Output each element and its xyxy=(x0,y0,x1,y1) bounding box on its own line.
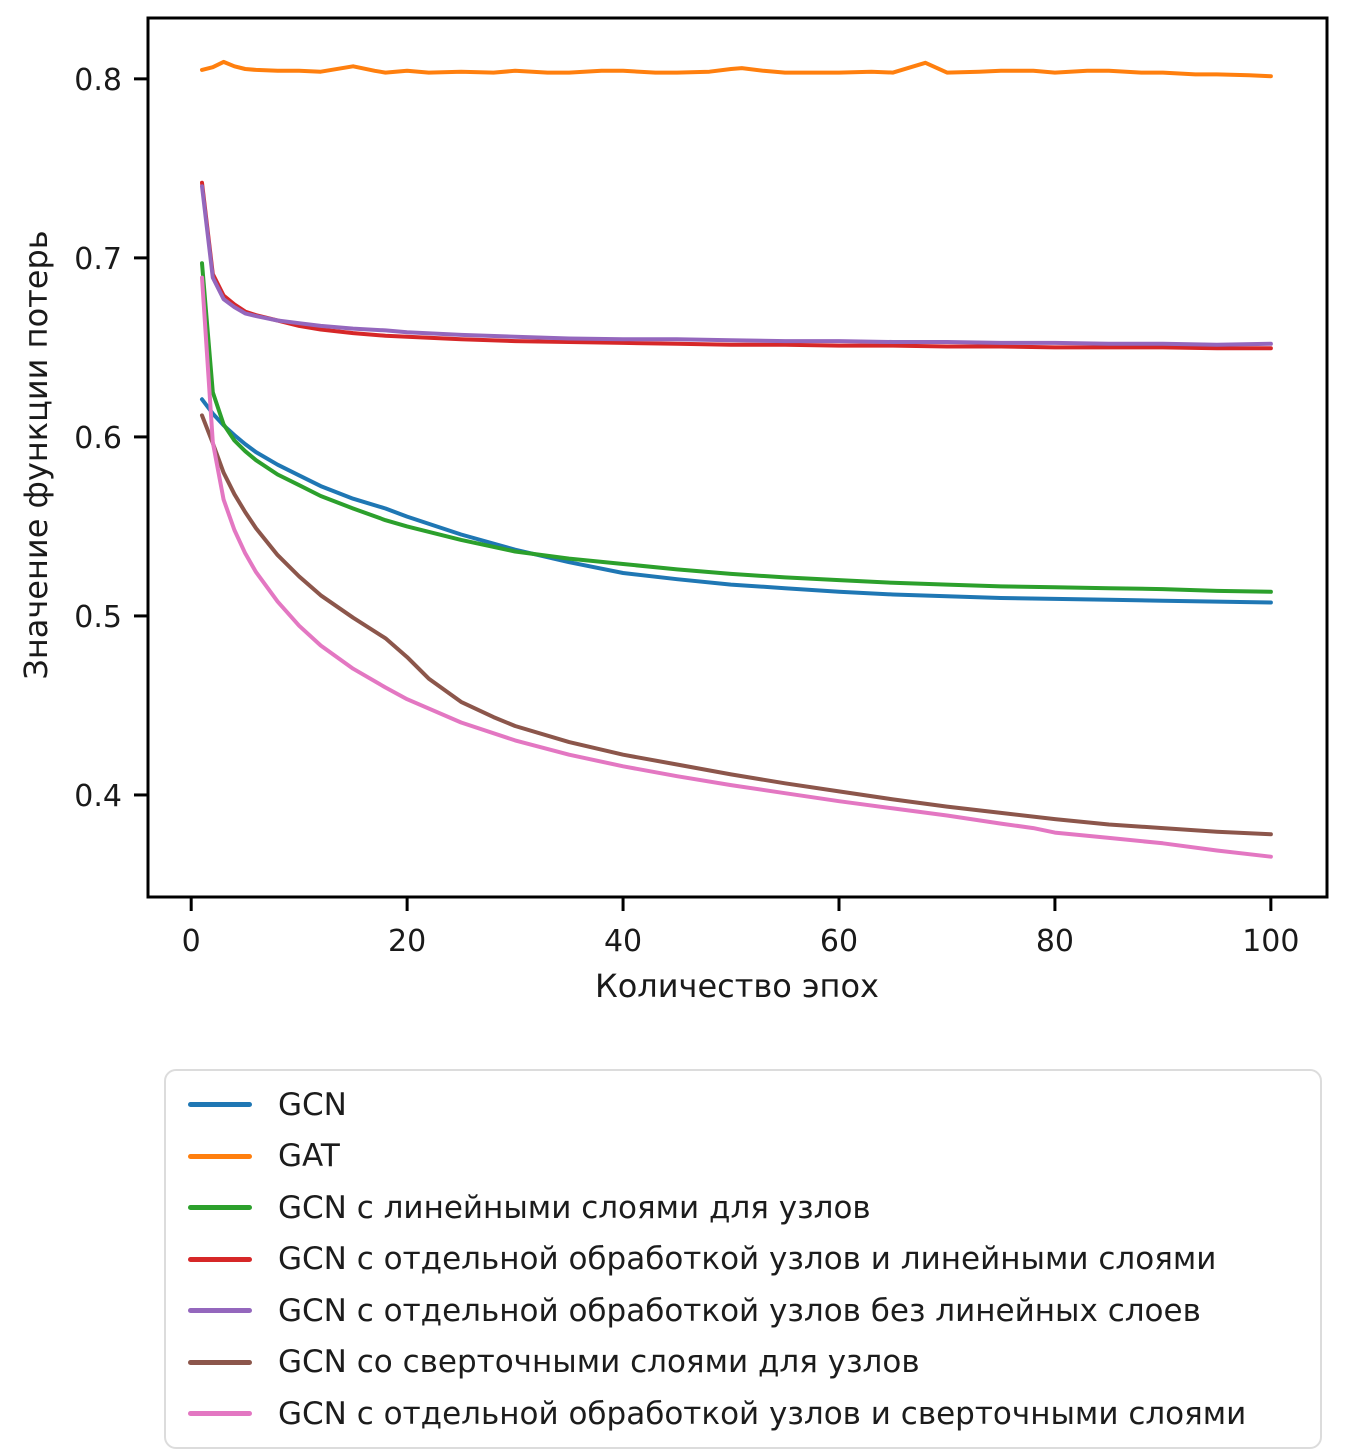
x-tick-label: 80 xyxy=(1036,924,1074,959)
legend-line-swatch xyxy=(188,1205,252,1210)
series-line xyxy=(200,397,1273,605)
series-line xyxy=(200,184,1273,347)
legend-line-swatch xyxy=(188,1308,252,1313)
legend: GCN GAT GCN с линейными слоями для узлов GC… xyxy=(164,1069,1322,1449)
y-axis-label: Значение функции потерь xyxy=(17,230,55,680)
x-tick-label: 20 xyxy=(388,924,426,959)
series-line xyxy=(200,275,1273,859)
legend-label: GCN со сверточными слоями для узлов xyxy=(278,1344,920,1380)
x-tick-label: 60 xyxy=(820,924,858,959)
legend-label: GAT xyxy=(278,1138,340,1174)
series-line xyxy=(200,261,1273,594)
legend-item: GCN с линейными слоями для узлов xyxy=(166,1190,1320,1226)
series-line xyxy=(200,59,1273,79)
legend-label: GCN с линейными слоями для узлов xyxy=(278,1189,871,1226)
legend-item: GCN со сверточными слоями для узлов xyxy=(166,1344,1320,1380)
y-tick-label: 0.7 xyxy=(74,242,122,277)
legend-line-swatch xyxy=(188,1256,252,1262)
legend-label: GCN с отдельной обработкой узлов без лин… xyxy=(278,1292,1201,1329)
plot-spines xyxy=(146,16,1329,899)
x-tick-label: 40 xyxy=(604,924,642,959)
y-tick-label: 0.6 xyxy=(74,421,122,456)
legend-line-swatch xyxy=(188,1102,252,1107)
y-tick-label: 0.8 xyxy=(74,63,122,98)
legend-item: GCN с отдельной обработкой узлов без лин… xyxy=(166,1293,1320,1329)
legend-line-swatch xyxy=(188,1411,252,1416)
legend-item: GCN с отдельной обработкой узлов и линей… xyxy=(166,1241,1320,1277)
x-tick-label: 100 xyxy=(1242,924,1299,959)
y-tick-label: 0.4 xyxy=(74,779,122,814)
loss-chart: 0 20 40 60 80 100 0.4 0.5 0.6 0.7 0.8 xyxy=(74,16,1329,959)
series-line xyxy=(200,180,1273,351)
legend-item: GAT xyxy=(166,1138,1320,1174)
legend-item: GCN с отдельной обработкой узлов и сверт… xyxy=(166,1396,1320,1432)
legend-item: GCN xyxy=(166,1087,1320,1123)
legend-label: GCN с отдельной обработкой узлов и сверт… xyxy=(278,1395,1247,1432)
legend-label: GCN xyxy=(278,1086,347,1123)
legend-label: GCN с отдельной обработкой узлов и линей… xyxy=(278,1241,1217,1277)
series-line xyxy=(200,413,1273,837)
x-tick-label: 0 xyxy=(182,924,201,959)
legend-line-swatch xyxy=(188,1359,252,1365)
y-tick-label: 0.5 xyxy=(74,600,122,635)
legend-line-swatch xyxy=(188,1153,252,1159)
x-axis-label: Количество эпох xyxy=(595,967,879,1005)
